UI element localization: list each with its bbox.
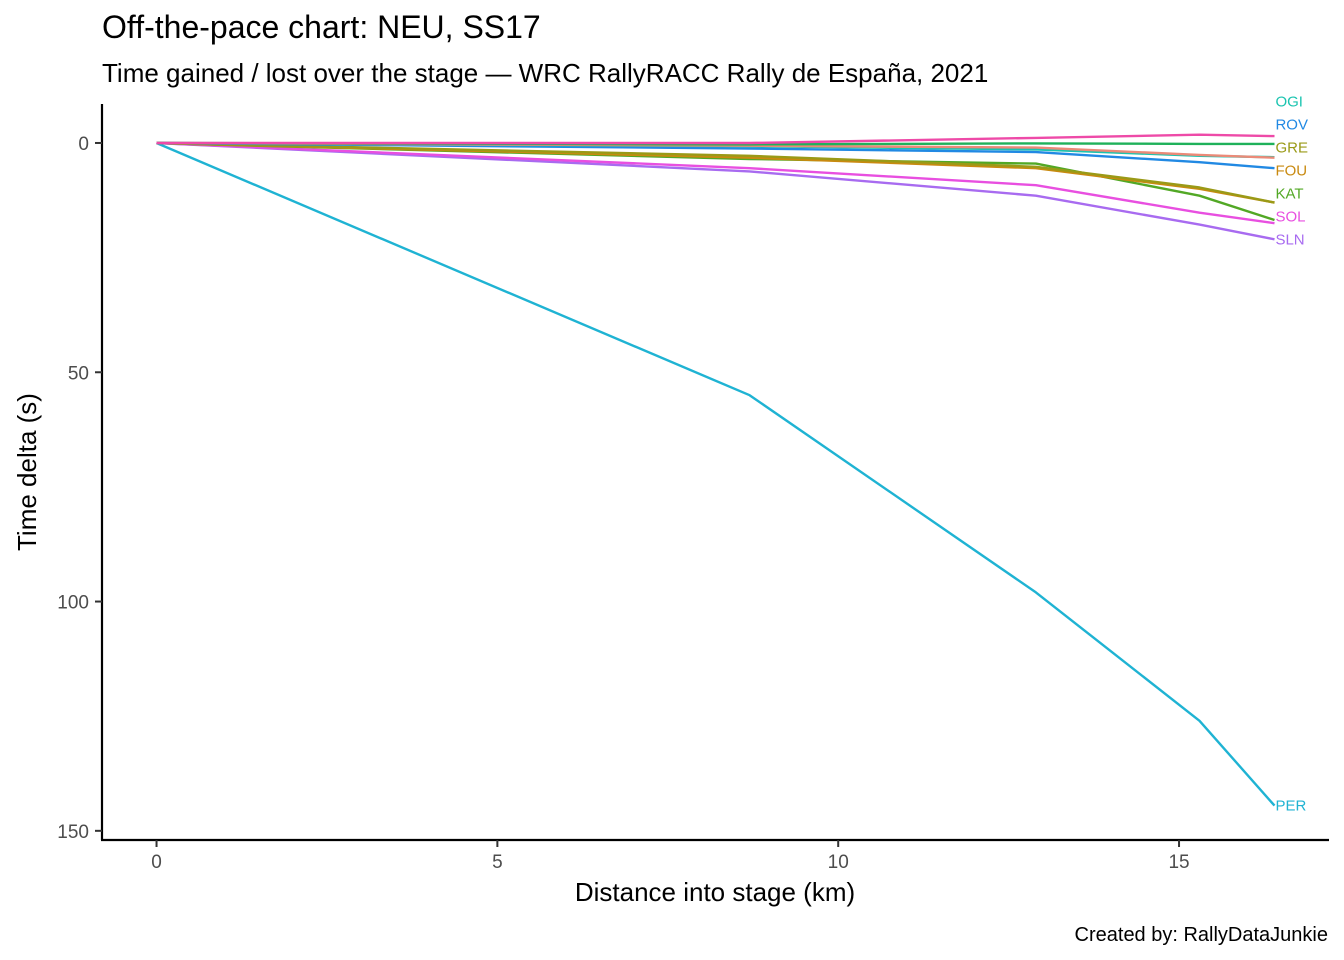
y-tick-label: 0 [78,134,89,155]
series-line-per [156,141,1276,807]
x-tick-label: 0 [151,852,162,873]
y-tick-label: 50 [68,363,89,384]
series-line-rov [156,141,1275,170]
series-lines [156,133,1276,807]
x-axis-title: Distance into stage (km) [575,877,855,907]
chart-title: Off-the-pace chart: NEU, SS17 [102,9,541,45]
series-line-sol [156,141,1275,225]
x-tick-label: 10 [828,852,849,873]
y-axis-title: Time delta (s) [12,393,42,551]
series-line-sln [156,141,1275,241]
series-labels: PER SLN SOL KAT FOU GRE ROV OGI [1275,94,1308,815]
series-line-unlabeled-10 [156,133,1275,145]
series-label-sol: SOL [1275,208,1305,225]
series-label-per: PER [1275,798,1306,815]
x-axis-ticks: 0 5 10 15 [151,840,1190,873]
series-label-fou: FOU [1275,162,1307,179]
chart-subtitle: Time gained / lost over the stage — WRC … [102,58,988,88]
series-label-sln: SLN [1275,231,1304,248]
series-label-gre: GRE [1275,140,1308,157]
x-tick-label: 15 [1168,852,1189,873]
y-tick-label: 100 [57,593,89,614]
series-label-ogi: OGI [1275,94,1303,111]
series-line-gre [156,141,1275,204]
y-axis-ticks: 0 50 100 150 [57,134,102,843]
series-label-rov: ROV [1275,117,1308,134]
x-tick-label: 5 [492,852,503,873]
y-tick-label: 150 [57,822,89,843]
chart-caption: Created by: RallyDataJunkie [1075,924,1328,946]
series-label-kat: KAT [1275,185,1303,202]
